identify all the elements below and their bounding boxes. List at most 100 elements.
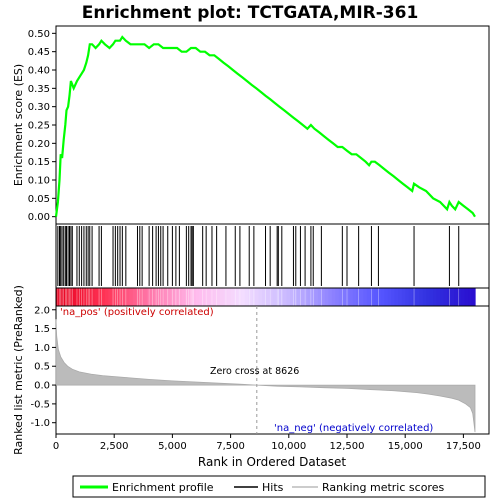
heat-cell-79 <box>331 288 336 306</box>
metric-axis-label: Ranked list metric (PreRanked) <box>12 285 25 455</box>
heat-cell-47 <box>220 288 225 306</box>
heat-cell-107 <box>429 288 434 306</box>
heat-cell-35 <box>178 288 183 306</box>
heat-cell-20 <box>125 288 130 306</box>
heat-cell-7 <box>80 288 85 306</box>
metric-panel-frame <box>55 305 490 435</box>
heat-cell-71 <box>303 288 309 306</box>
heat-cell-60 <box>265 288 270 306</box>
heat-cell-67 <box>289 288 295 306</box>
heat-cell-54 <box>244 288 249 306</box>
heat-cell-25 <box>143 288 148 306</box>
heat-cell-40 <box>195 288 200 306</box>
heat-cell-92 <box>377 288 382 306</box>
hits-ticks <box>57 226 460 286</box>
heat-cell-13 <box>101 288 106 306</box>
heat-cell-95 <box>387 288 392 306</box>
metric-xtick-label-6: 15,000 <box>388 441 423 452</box>
heat-cell-10 <box>90 288 96 306</box>
heat-cell-108 <box>433 288 438 306</box>
chart-title: Enrichment plot: TCTGATA,MIR-361 <box>82 3 419 23</box>
heat-cell-99 <box>401 288 406 306</box>
heat-cell-29 <box>157 288 162 306</box>
metric-xtick-label-0: 0 <box>53 441 59 452</box>
heat-cell-34 <box>174 288 179 306</box>
heat-cell-18 <box>118 288 123 306</box>
metric-ytick-label-3: 0.5 <box>34 362 50 373</box>
heat-cell-113 <box>450 288 455 306</box>
metric-ytick-label-5: 1.5 <box>34 324 50 335</box>
heat-cell-84 <box>349 288 354 306</box>
heat-cell-74 <box>314 288 319 306</box>
heat-cell-57 <box>255 288 260 306</box>
heat-cell-16 <box>111 288 116 306</box>
positive-label: 'na_pos' (positively correlated) <box>60 307 214 318</box>
heat-cell-36 <box>181 288 186 306</box>
heat-cell-83 <box>345 288 350 306</box>
heat-cell-72 <box>307 288 312 306</box>
metric-ytick-label-2: 0.0 <box>34 381 50 392</box>
es-ytick-label-4: 0.20 <box>28 139 50 150</box>
heat-cell-37 <box>185 288 190 306</box>
es-ytick-label-7: 0.35 <box>28 84 50 95</box>
metric-xtick-label-4: 10,000 <box>271 441 306 452</box>
heat-cell-117 <box>464 288 469 306</box>
heat-cell-98 <box>398 288 403 306</box>
enrichment-line <box>54 35 476 218</box>
heat-cell-118 <box>468 288 473 306</box>
heat-cell-89 <box>366 288 371 306</box>
heat-cell-101 <box>408 288 413 306</box>
heat-cell-80 <box>335 288 340 306</box>
heat-cell-19 <box>122 288 127 306</box>
heat-cell-50 <box>230 288 235 306</box>
heat-cell-1 <box>59 288 64 306</box>
heat-cell-75 <box>317 288 322 306</box>
metric-ytick-label-6: 2.0 <box>34 305 50 316</box>
heat-cell-103 <box>415 288 420 306</box>
metric-axis: -1.0 -0.5 0.0 0.5 1.0 1.5 2.0 0 2,500 5,000 7,500 1… <box>30 305 480 452</box>
heat-cell-45 <box>213 288 218 306</box>
heat-cell-43 <box>206 288 211 306</box>
heat-cell-58 <box>258 288 263 306</box>
es-ytick-label-0: 0.00 <box>28 212 50 223</box>
heat-cell-78 <box>328 288 333 306</box>
legend-label-enrichment: Enrichment profile <box>112 481 214 494</box>
heat-cell-110 <box>440 288 445 306</box>
heat-cell-53 <box>241 288 246 306</box>
zero-cross-label: Zero cross at 8626 <box>210 366 299 377</box>
metric-ytick-label-1: -0.5 <box>30 399 50 410</box>
heat-cell-33 <box>171 288 176 306</box>
heat-cell-59 <box>262 288 267 306</box>
heat-cell-94 <box>384 288 389 306</box>
heat-cell-90 <box>370 288 375 306</box>
heat-cell-93 <box>380 288 385 306</box>
metric-xtick-label-2: 5,000 <box>158 441 187 452</box>
metric-xtick-label-7: 17,500 <box>446 441 481 452</box>
heat-cell-97 <box>394 288 399 306</box>
es-ytick-label-2: 0.10 <box>28 176 50 187</box>
heat-cell-5 <box>73 288 78 306</box>
heat-cell-115 <box>457 288 462 306</box>
es-axis-label: Enrichment score (ES) <box>12 64 25 186</box>
heat-cell-22 <box>132 288 137 306</box>
hits-panel-frame <box>55 223 490 289</box>
heat-cell-85 <box>352 288 357 306</box>
heat-cell-77 <box>324 288 329 306</box>
heat-cell-109 <box>436 288 441 306</box>
heat-cell-55 <box>248 288 253 306</box>
heat-cell-87 <box>359 288 364 306</box>
heat-cell-11 <box>94 288 99 306</box>
es-axis: 0.00 0.05 0.10 0.15 0.20 0.25 0.30 0.35 0.40 0.45… <box>28 29 56 223</box>
metric-xtick-label-1: 2,500 <box>100 441 129 452</box>
es-ytick-label-9: 0.45 <box>28 47 50 58</box>
heat-cell-105 <box>422 288 427 306</box>
heat-cell-12 <box>97 288 102 306</box>
legend-label-hits: Hits <box>262 481 284 494</box>
es-ytick-label-10: 0.50 <box>28 29 50 40</box>
heat-cell-65 <box>282 288 288 306</box>
heat-cell-14 <box>104 288 109 306</box>
es-ytick-label-5: 0.25 <box>28 121 50 132</box>
metric-ytick-label-0: -1.0 <box>30 418 50 429</box>
heat-cell-42 <box>202 288 207 306</box>
